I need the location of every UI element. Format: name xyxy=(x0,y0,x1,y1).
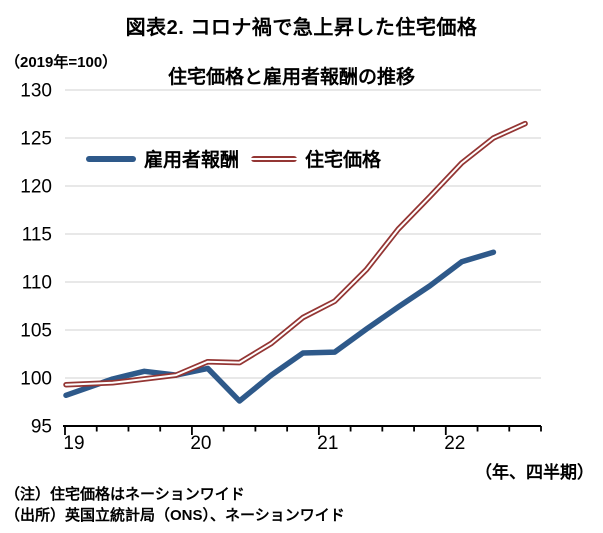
x-tick-label: 20 xyxy=(190,433,211,454)
note-housing-source: （注）住宅価格はネーションワイド xyxy=(5,486,245,503)
y-tick-label: 110 xyxy=(22,273,52,294)
legend-label-compensation: 雇用者報酬 xyxy=(144,150,240,171)
y-tick-label: 115 xyxy=(22,225,52,246)
page-title: 図表2. コロナ禍で急上昇した住宅価格 xyxy=(125,17,478,39)
x-axis-unit-label: （年、四半期） xyxy=(475,463,594,482)
y-tick-label: 95 xyxy=(31,417,52,438)
legend-item-house-price: 住宅価格 xyxy=(251,145,381,172)
x-tick-label: 22 xyxy=(444,433,465,454)
y-tick-label: 120 xyxy=(20,177,52,198)
y-tick-label: 125 xyxy=(20,129,52,150)
house-price-series-line-core xyxy=(65,122,527,386)
x-tick-label: 21 xyxy=(317,433,338,454)
y-tick-label: 130 xyxy=(20,81,52,102)
chart-subtitle: 住宅価格と雇用者報酬の推移 xyxy=(167,67,415,88)
y-axis-unit-label: （2019年=100） xyxy=(5,54,118,71)
compensation-series-line xyxy=(63,249,497,404)
legend-item-compensation: 雇用者報酬 xyxy=(86,145,239,172)
note-data-source: （出所）英国立統計局（ONS）、ネーションワイド xyxy=(5,507,345,524)
house-price-line-sample xyxy=(251,155,298,162)
compensation-line-sample xyxy=(86,155,136,162)
x-tick-label: 19 xyxy=(63,433,84,454)
y-tick-label: 100 xyxy=(20,369,52,390)
chart-legend: 雇用者報酬 住宅価格 xyxy=(86,145,381,172)
y-tick-label: 105 xyxy=(20,321,52,342)
legend-label-house-price: 住宅価格 xyxy=(305,150,382,171)
